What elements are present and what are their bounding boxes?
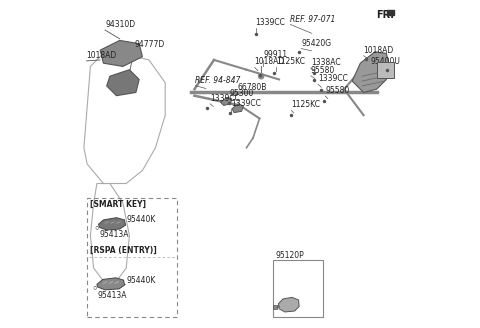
Text: 95400U: 95400U <box>370 57 400 67</box>
Text: 95440K: 95440K <box>126 215 156 224</box>
Text: 66780B: 66780B <box>238 83 267 92</box>
Text: 1339CC: 1339CC <box>210 94 240 103</box>
Text: 1339CC: 1339CC <box>318 74 348 83</box>
Text: 1339CC: 1339CC <box>256 18 286 27</box>
Text: 1018AD: 1018AD <box>254 57 285 67</box>
Text: 99911: 99911 <box>264 50 288 59</box>
Text: 95420G: 95420G <box>301 39 331 48</box>
Polygon shape <box>387 10 394 15</box>
Text: [RSPA (ENTRY)]: [RSPA (ENTRY)] <box>90 246 157 255</box>
Text: 95413A: 95413A <box>99 230 129 239</box>
Text: 95440K: 95440K <box>126 276 156 285</box>
Text: 1338AC: 1338AC <box>311 58 340 67</box>
Text: 1018AD: 1018AD <box>86 51 117 60</box>
Polygon shape <box>98 218 126 230</box>
Text: 95580: 95580 <box>311 66 335 75</box>
Bar <box>273 260 323 317</box>
Text: ◦: ◦ <box>93 224 99 234</box>
Text: 1125KC: 1125KC <box>276 57 305 67</box>
Bar <box>274 305 277 309</box>
Text: [SMART KEY]: [SMART KEY] <box>90 200 146 209</box>
Circle shape <box>259 73 264 79</box>
Text: REF. 94-847: REF. 94-847 <box>195 76 241 85</box>
Text: 1018AD: 1018AD <box>363 46 394 55</box>
Polygon shape <box>97 278 124 290</box>
Text: 95580: 95580 <box>325 86 349 95</box>
Polygon shape <box>352 52 390 92</box>
Text: REF. 97-071: REF. 97-071 <box>290 14 336 24</box>
Polygon shape <box>278 297 299 312</box>
Text: 95300: 95300 <box>229 89 254 98</box>
Polygon shape <box>100 40 143 67</box>
FancyBboxPatch shape <box>377 62 395 78</box>
Text: 1339CC: 1339CC <box>231 99 261 108</box>
Text: 95120P: 95120P <box>276 251 304 260</box>
Text: 95413A: 95413A <box>97 291 127 300</box>
Polygon shape <box>107 70 139 96</box>
Polygon shape <box>220 97 232 106</box>
Polygon shape <box>232 104 243 113</box>
Text: 1125KC: 1125KC <box>291 100 320 109</box>
Text: 94310D: 94310D <box>105 20 135 29</box>
Bar <box>87 198 177 317</box>
Text: 94777D: 94777D <box>134 40 165 49</box>
Text: ◦: ◦ <box>91 284 98 294</box>
Text: FR.: FR. <box>376 10 395 20</box>
